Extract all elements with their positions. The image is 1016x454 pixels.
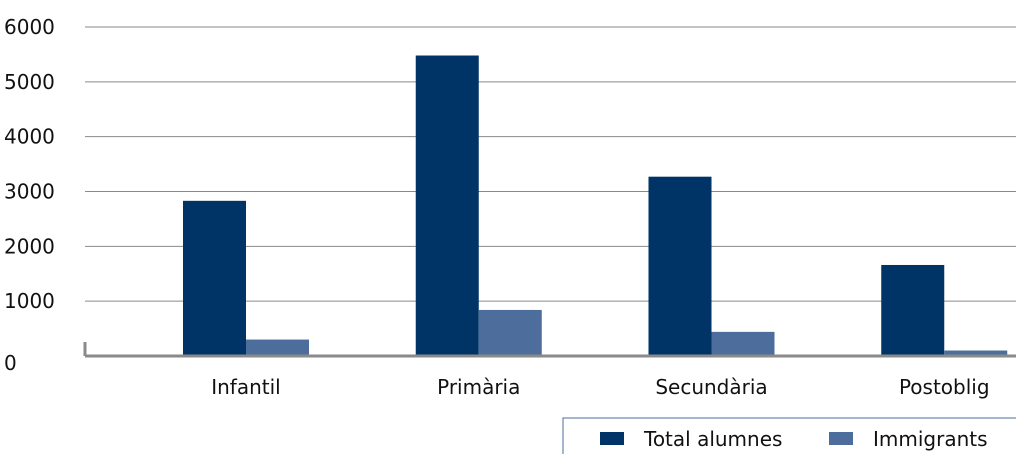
bar-immigrants xyxy=(478,309,542,356)
x-axis xyxy=(83,342,1016,358)
legend-swatch xyxy=(829,432,853,445)
x-category-label: Primària xyxy=(437,375,520,399)
bar-total-alumnes xyxy=(881,264,945,356)
x-axis-categories: Infantil Primària Secundària Postoblig xyxy=(211,375,989,399)
legend-label: Immigrants xyxy=(873,427,988,451)
y-tick-label: 1000 xyxy=(4,289,55,313)
y-tick-label: 2000 xyxy=(4,234,55,258)
x-category-label: Infantil xyxy=(211,375,281,399)
bar-immigrants xyxy=(711,331,775,356)
y-tick-label: 5000 xyxy=(4,70,55,94)
x-category-label: Postoblig xyxy=(899,375,990,399)
y-tick-label: 4000 xyxy=(4,125,55,149)
y-tick-label: 3000 xyxy=(4,180,55,204)
bars xyxy=(183,55,1008,356)
bar-total-alumnes xyxy=(183,200,246,356)
bar-immigrants xyxy=(944,350,1008,356)
bar-immigrants xyxy=(246,339,309,356)
bar-total-alumnes xyxy=(648,176,712,356)
legend-swatch xyxy=(600,432,624,445)
x-category-label: Secundària xyxy=(655,375,767,399)
bar-total-alumnes xyxy=(415,55,479,356)
legend-label: Total alumnes xyxy=(643,427,782,451)
y-axis-ticks: 0 1000 2000 3000 4000 5000 6000 xyxy=(4,15,55,375)
legend: Total alumnes Immigrants xyxy=(562,417,1016,454)
y-tick-label: 6000 xyxy=(4,15,55,39)
legend-box xyxy=(562,417,1016,454)
y-tick-label: 0 xyxy=(4,351,17,375)
